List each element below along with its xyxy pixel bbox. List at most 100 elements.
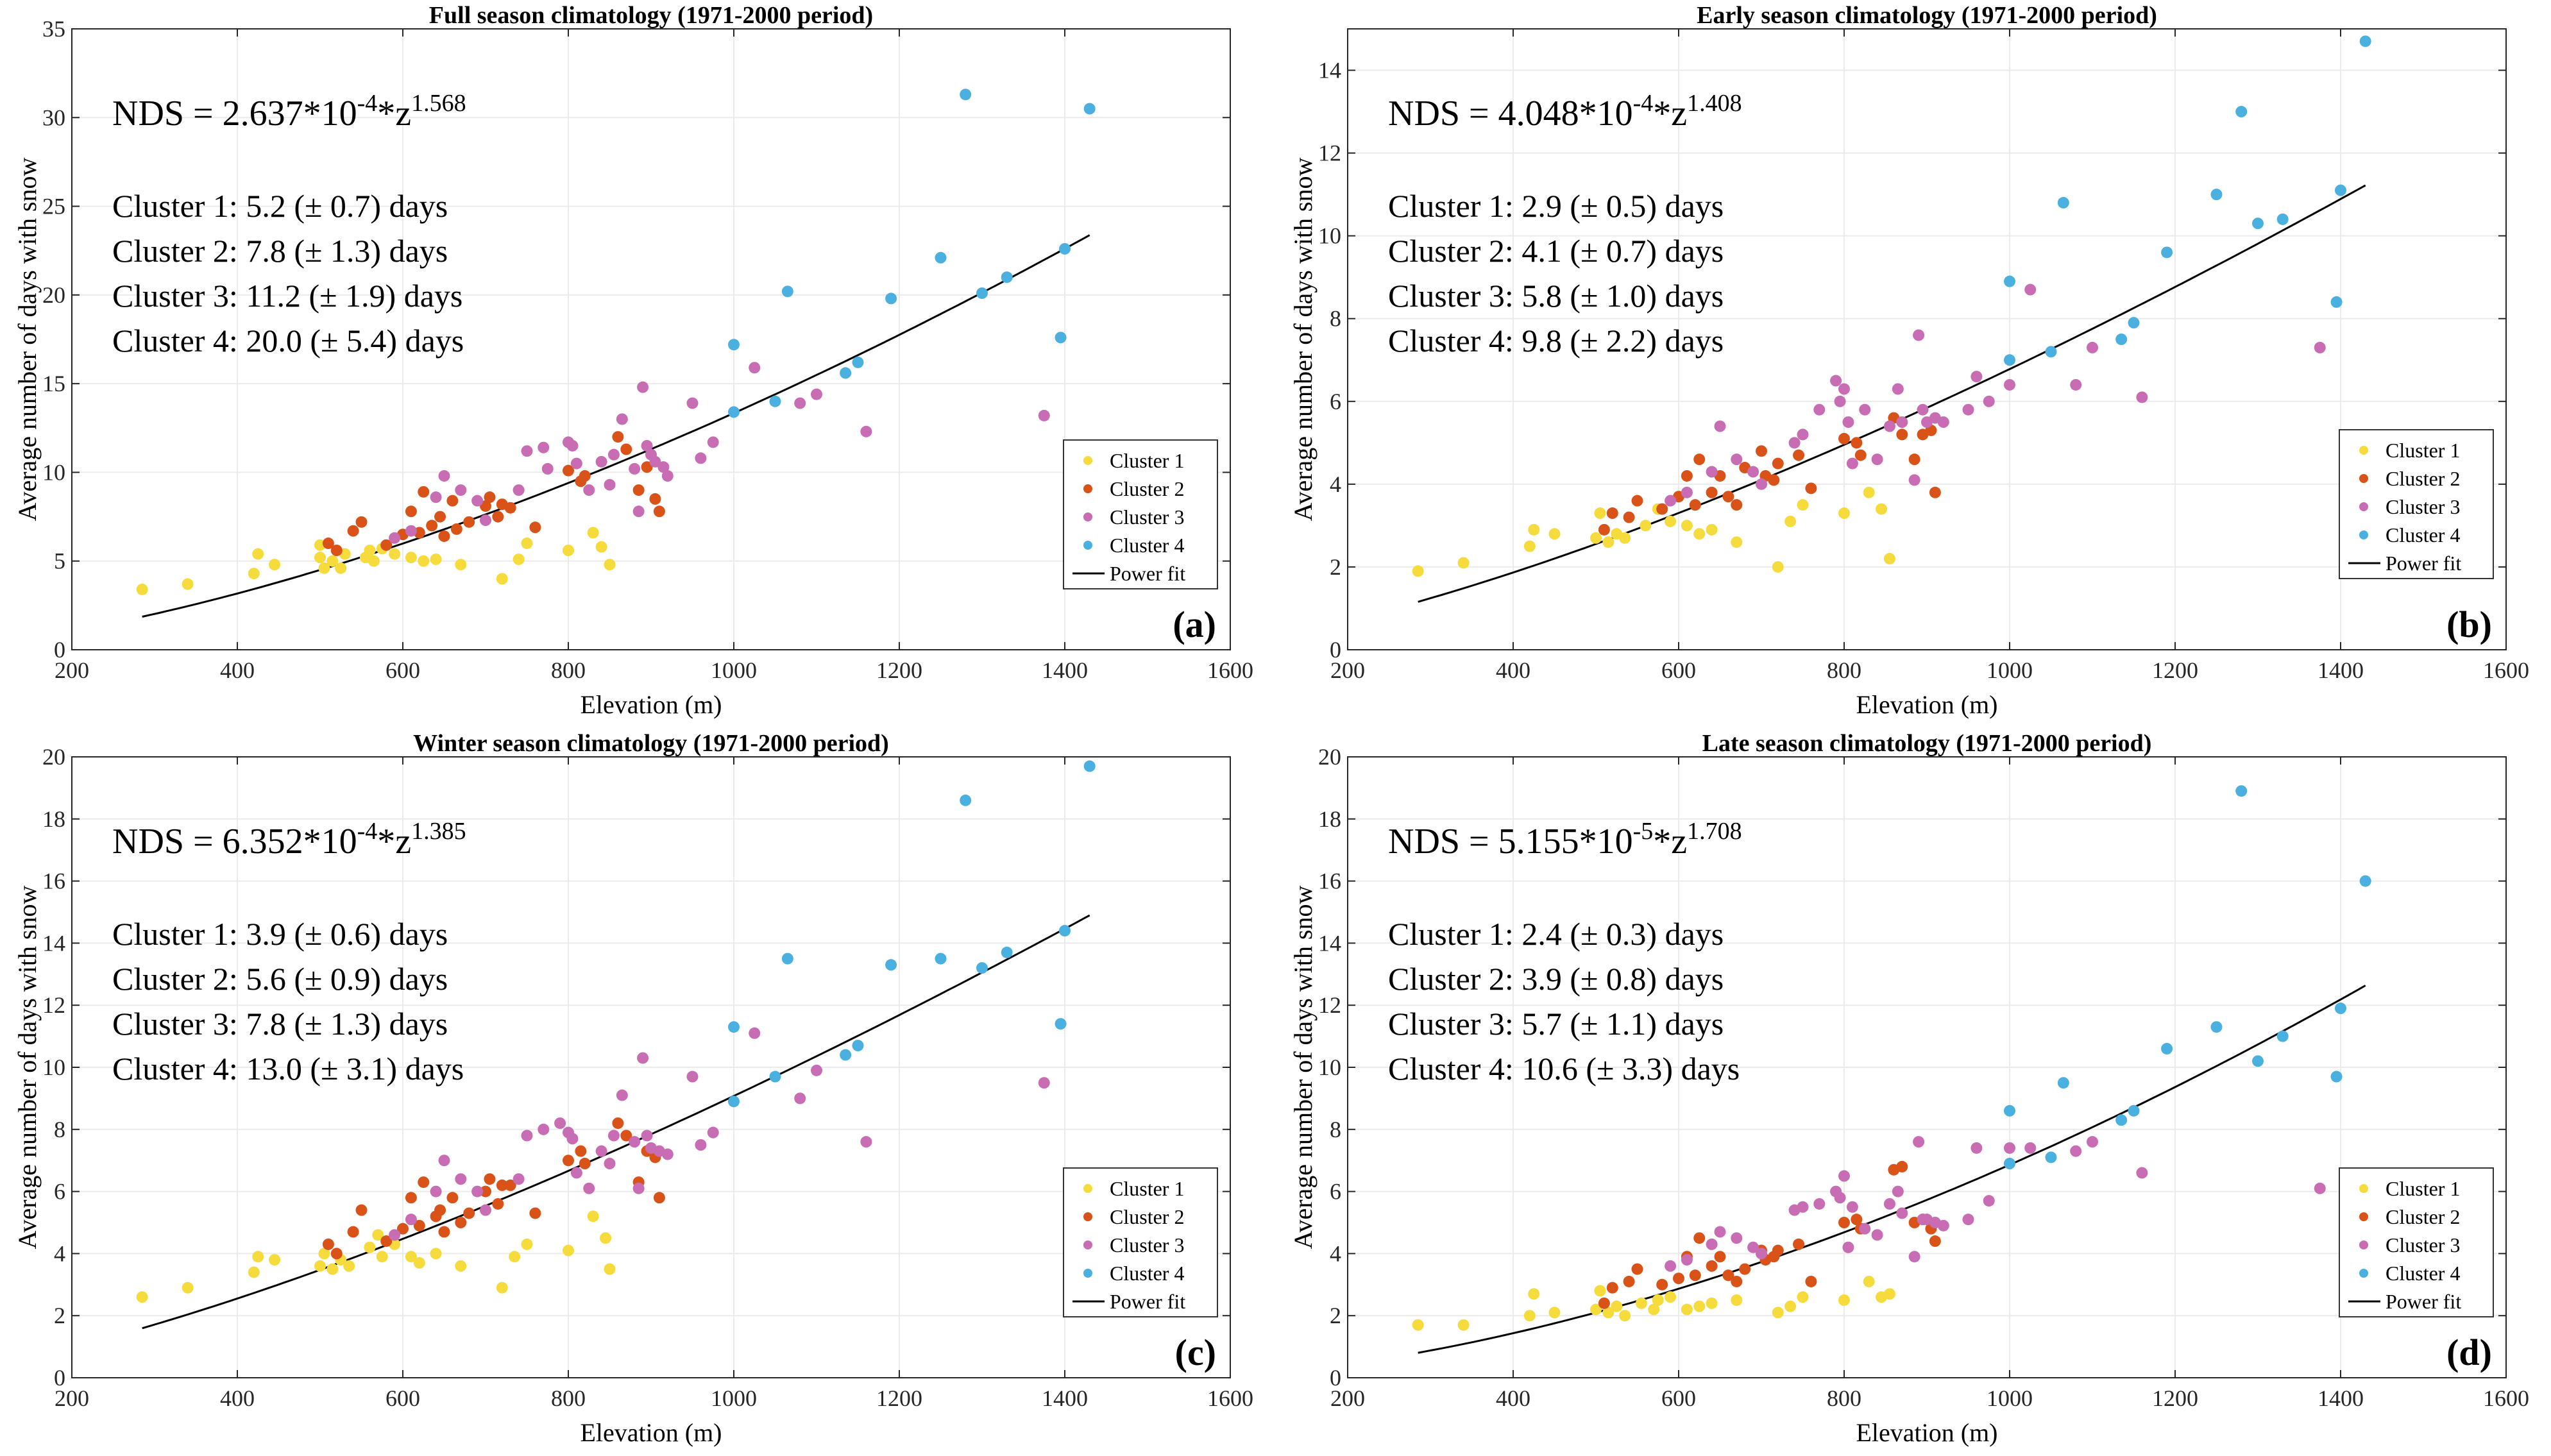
data-point-cluster-4 bbox=[2004, 1158, 2015, 1170]
equation-exponent-1: -4 bbox=[357, 90, 378, 117]
data-point-cluster-4 bbox=[2128, 317, 2140, 329]
data-point-cluster-3 bbox=[595, 455, 607, 468]
data-point-cluster-4 bbox=[852, 356, 864, 368]
data-point-cluster-1 bbox=[182, 578, 194, 590]
data-point-cluster-1 bbox=[326, 555, 339, 567]
cluster-stat-line: Cluster 4: 10.6 (± 3.3) days bbox=[1388, 1051, 1740, 1087]
legend-marker-cluster-4 bbox=[1083, 1269, 1092, 1278]
y-tick-label: 25 bbox=[42, 194, 65, 219]
y-tick-label: 14 bbox=[1318, 58, 1341, 83]
data-point-cluster-1 bbox=[1412, 1319, 1424, 1331]
data-point-cluster-4 bbox=[2235, 785, 2248, 797]
data-point-cluster-4 bbox=[960, 794, 972, 806]
data-point-cluster-3 bbox=[2314, 1182, 2326, 1194]
y-tick-label: 8 bbox=[1330, 306, 1341, 332]
data-point-cluster-4 bbox=[1083, 103, 1096, 115]
data-point-cluster-2 bbox=[1731, 1275, 1743, 1287]
data-point-cluster-1 bbox=[269, 1254, 281, 1266]
data-point-cluster-3 bbox=[1681, 1254, 1693, 1266]
data-point-cluster-1 bbox=[1876, 503, 1888, 515]
data-point-cluster-3 bbox=[1859, 1223, 1871, 1235]
data-point-cluster-3 bbox=[695, 452, 707, 464]
data-point-cluster-3 bbox=[2070, 378, 2082, 391]
equation-exponent-1: -5 bbox=[1633, 818, 1654, 845]
data-point-cluster-4 bbox=[728, 406, 740, 418]
data-point-cluster-2 bbox=[434, 1204, 446, 1216]
data-point-cluster-3 bbox=[604, 1158, 616, 1170]
data-point-cluster-3 bbox=[1908, 1251, 1920, 1263]
data-point-cluster-4 bbox=[976, 287, 988, 300]
data-point-cluster-2 bbox=[1768, 474, 1780, 486]
data-point-cluster-4 bbox=[1059, 242, 1071, 255]
data-point-cluster-1 bbox=[1602, 536, 1615, 548]
data-point-cluster-2 bbox=[438, 530, 450, 542]
y-tick-label: 6 bbox=[1330, 1179, 1341, 1205]
data-point-cluster-2 bbox=[612, 1117, 624, 1130]
data-point-cluster-1 bbox=[1772, 1307, 1784, 1319]
equation-exponent-1: -4 bbox=[1633, 90, 1654, 117]
data-point-cluster-3 bbox=[513, 1173, 525, 1185]
data-point-cluster-3 bbox=[1665, 495, 1677, 507]
y-tick-label: 2 bbox=[1330, 1303, 1341, 1328]
data-point-cluster-3 bbox=[1838, 1170, 1850, 1182]
data-point-cluster-4 bbox=[2210, 1021, 2223, 1033]
x-tick-label: 600 bbox=[1661, 1385, 1696, 1411]
y-tick-label: 15 bbox=[42, 371, 65, 396]
x-axis-label: Elevation (m) bbox=[1856, 690, 1997, 719]
data-point-cluster-2 bbox=[405, 505, 417, 518]
data-point-cluster-2 bbox=[1706, 1260, 1718, 1272]
power-fit-line bbox=[142, 914, 1090, 1330]
legend-label: Cluster 4 bbox=[2386, 523, 2460, 546]
x-tick-label: 400 bbox=[220, 1385, 255, 1411]
data-point-cluster-1 bbox=[1590, 1303, 1602, 1316]
x-axis-label: Elevation (m) bbox=[580, 690, 722, 719]
cluster-stat-line: Cluster 2: 5.6 (± 0.9) days bbox=[112, 961, 448, 997]
data-point-cluster-2 bbox=[653, 505, 665, 518]
data-point-cluster-2 bbox=[620, 1130, 632, 1142]
data-point-cluster-3 bbox=[2314, 341, 2326, 353]
data-point-cluster-1 bbox=[563, 545, 574, 557]
data-point-cluster-1 bbox=[1528, 523, 1540, 536]
data-point-cluster-3 bbox=[641, 439, 653, 452]
data-point-cluster-1 bbox=[521, 538, 533, 550]
data-point-cluster-1 bbox=[1523, 540, 1536, 552]
data-point-cluster-1 bbox=[1883, 553, 1895, 565]
data-point-cluster-4 bbox=[2210, 189, 2223, 201]
y-tick-label: 6 bbox=[54, 1179, 65, 1205]
x-tick-label: 200 bbox=[55, 657, 89, 683]
data-point-cluster-2 bbox=[1854, 449, 1867, 461]
data-point-cluster-1 bbox=[1784, 1300, 1797, 1312]
data-point-cluster-4 bbox=[2276, 1030, 2289, 1042]
data-point-cluster-2 bbox=[355, 1204, 368, 1216]
data-point-cluster-3 bbox=[1859, 403, 1871, 416]
legend: Cluster 1 Cluster 2 Cluster 3 Cluster 4 Powe… bbox=[1063, 439, 1218, 589]
x-tick-label: 800 bbox=[551, 1385, 586, 1411]
data-point-cluster-2 bbox=[1693, 453, 1706, 466]
power-fit-line bbox=[142, 234, 1090, 618]
data-point-cluster-2 bbox=[632, 484, 645, 496]
y-tick-label: 10 bbox=[1318, 223, 1341, 249]
chart-panel-b: 200 400 600 800 1000 1200 1400 1600 0 2 4 6 8 10 12 14 E… bbox=[1289, 2, 2529, 719]
data-point-cluster-3 bbox=[405, 525, 417, 537]
data-point-cluster-4 bbox=[2359, 35, 2371, 47]
cluster-stat-line: Cluster 3: 11.2 (± 1.9) days bbox=[112, 278, 462, 314]
data-point-cluster-3 bbox=[632, 1182, 645, 1194]
data-point-cluster-2 bbox=[496, 1179, 508, 1191]
data-point-cluster-4 bbox=[840, 367, 852, 379]
data-point-cluster-4 bbox=[2057, 1077, 2069, 1089]
data-point-cluster-4 bbox=[2045, 346, 2057, 358]
data-point-cluster-2 bbox=[418, 1176, 430, 1189]
data-point-cluster-3 bbox=[749, 362, 761, 374]
data-point-cluster-2 bbox=[1722, 491, 1734, 503]
legend-label: Cluster 1 bbox=[2386, 1177, 2460, 1200]
legend-label: Cluster 4 bbox=[1110, 534, 1184, 557]
equation-base: NDS = 4.048*10 bbox=[1388, 94, 1633, 133]
data-point-cluster-1 bbox=[1665, 515, 1677, 527]
data-point-cluster-1 bbox=[1648, 1303, 1660, 1316]
data-point-cluster-3 bbox=[1846, 1201, 1858, 1213]
data-point-cluster-3 bbox=[607, 448, 620, 461]
data-point-cluster-2 bbox=[504, 502, 516, 514]
y-tick-label: 0 bbox=[54, 1365, 65, 1391]
data-point-cluster-4 bbox=[728, 339, 740, 351]
data-point-cluster-2 bbox=[455, 1217, 467, 1228]
